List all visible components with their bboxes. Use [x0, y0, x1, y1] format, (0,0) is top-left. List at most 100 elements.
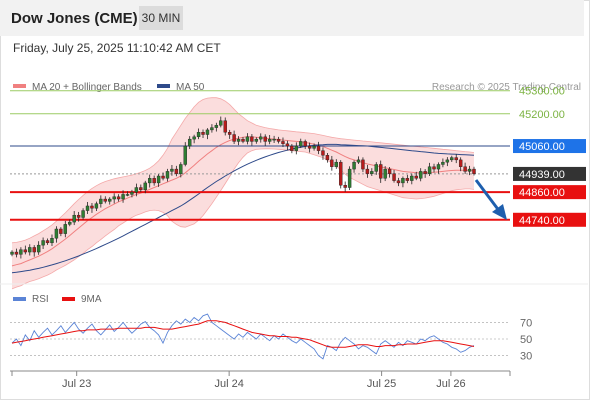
candle-body — [232, 134, 236, 142]
candle-body — [236, 138, 241, 142]
candle-body — [45, 240, 50, 244]
timeframe-button[interactable]: 30 MIN — [139, 6, 183, 30]
level-label-bg-3 — [513, 166, 586, 181]
candle-body — [343, 185, 347, 188]
candle-body — [294, 145, 299, 151]
rsi-legend-swatch-1 — [62, 297, 75, 301]
x-tick-label-3: Jul 26 — [436, 378, 465, 390]
candle-body — [121, 194, 125, 200]
candle-body — [90, 205, 94, 209]
candle-body — [68, 221, 72, 225]
candle-body — [307, 145, 312, 149]
candle-body — [139, 187, 143, 191]
candle-body — [174, 168, 179, 174]
level-label-bg-2 — [513, 139, 586, 154]
candle-body — [99, 198, 103, 204]
candle-body — [272, 138, 276, 141]
rsi-tick-2: 30 — [520, 351, 532, 363]
candle-body — [205, 129, 210, 135]
x-tick-label-2: Jul 25 — [367, 378, 396, 390]
ma50-line — [11, 143, 475, 274]
candle-body — [254, 138, 259, 142]
rsi-legend-swatch-0 — [13, 297, 26, 301]
candle-body — [374, 164, 378, 172]
candle-body — [81, 210, 85, 218]
x-tick-label-1: Jul 24 — [214, 378, 243, 390]
candle-body — [125, 194, 130, 196]
candle-body — [19, 249, 23, 255]
candle-body — [259, 136, 263, 140]
candle-body — [156, 175, 161, 184]
forecast-arrow-line — [474, 179, 502, 213]
candle-body — [458, 159, 463, 167]
candle-body — [148, 178, 152, 184]
candle-body — [50, 238, 54, 244]
x-tick-label-0: Jul 23 — [62, 378, 91, 390]
candle-body — [130, 191, 134, 195]
candle-body — [312, 145, 316, 149]
candle-body — [187, 138, 192, 147]
candle-body — [10, 251, 14, 255]
level-label-1: 45200.00 — [519, 109, 565, 121]
candle-body — [316, 145, 321, 151]
candle-body — [134, 187, 139, 193]
candle-body — [472, 168, 476, 174]
level-label-bg-4 — [513, 185, 586, 200]
candle-body — [445, 159, 450, 163]
level-label-3: 44939.00 — [519, 169, 565, 181]
candle-body — [379, 164, 383, 179]
instrument-title: Dow Jones (CME) — [11, 10, 138, 27]
candle-body — [210, 127, 214, 131]
candle-body — [152, 178, 156, 184]
candle-body — [418, 171, 423, 179]
candle-body — [201, 132, 205, 135]
candle-body — [103, 198, 107, 202]
legend-swatch-1 — [157, 84, 170, 88]
candle-body — [263, 136, 267, 142]
candle-body — [161, 175, 165, 179]
candle-body — [352, 161, 356, 170]
candle-body — [250, 136, 254, 142]
candle-body — [14, 251, 19, 255]
candle-body — [170, 168, 174, 172]
candle-body — [165, 171, 170, 179]
candle-body — [383, 168, 387, 179]
bollinger-lower-line — [11, 148, 475, 290]
candle-body — [330, 159, 334, 167]
candle-body — [183, 145, 187, 165]
level-label-0: 45300.00 — [519, 86, 565, 98]
bollinger-band — [12, 97, 474, 289]
candle-body — [32, 247, 36, 253]
candle-body — [347, 168, 352, 188]
legend-swatch-0 — [13, 84, 26, 88]
legend-label-0: MA 20 + Bollinger Bands — [32, 82, 142, 93]
legend-label-1: MA 50 — [176, 82, 205, 93]
candle-body — [23, 249, 28, 253]
rsi-ma9-line — [11, 320, 475, 348]
forecast-arrow-head — [492, 204, 507, 220]
level-label-4: 44860.00 — [519, 187, 565, 199]
candle-body — [281, 141, 285, 144]
candle-body — [196, 132, 201, 138]
candle-body — [28, 247, 32, 253]
candle-body — [76, 214, 81, 218]
candle-body — [450, 157, 454, 161]
candle-body — [63, 224, 68, 234]
candle-body — [290, 145, 294, 151]
candle-body — [214, 125, 219, 128]
candle-body — [356, 159, 361, 163]
rsi-line — [11, 313, 475, 360]
candle-body — [285, 143, 290, 147]
rsi-legend-label-1: 9MA — [81, 294, 102, 305]
candle-body — [223, 120, 227, 133]
timestamp: Friday, July 25, 2025 11:10:42 AM CET — [13, 41, 221, 55]
candle-body — [441, 161, 445, 165]
candle-body — [241, 138, 245, 142]
candle-body — [54, 228, 59, 239]
rsi-legend-label-0: RSI — [32, 294, 49, 305]
candle-body — [436, 164, 441, 170]
candle-body — [303, 141, 307, 147]
candle-body — [219, 120, 223, 126]
candle-body — [276, 138, 281, 142]
header-bar: Dow Jones (CME) 30 MIN — [0, 0, 584, 36]
